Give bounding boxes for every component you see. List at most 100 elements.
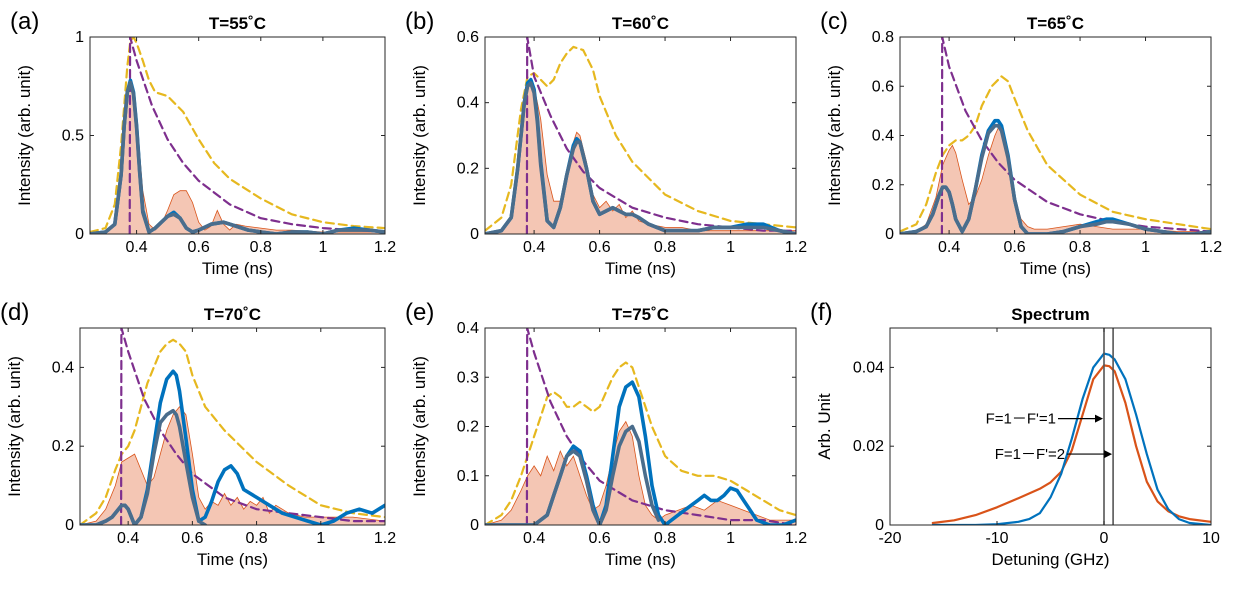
series-line-4: [485, 81, 796, 234]
x-tick-label: 0.4: [125, 239, 147, 256]
panel-title: T=60˚C: [612, 14, 669, 33]
x-tick-label: 1.2: [785, 530, 807, 547]
y-tick-label: 0.4: [872, 128, 894, 145]
y-tick-label: 1: [75, 29, 84, 46]
x-tick-label: -10: [985, 530, 1008, 547]
x-tick-label: 0.6: [188, 239, 210, 256]
y-tick-label: 0: [470, 226, 479, 243]
panel-title: T=55˚C: [209, 14, 266, 33]
series-line-4: [485, 424, 661, 525]
axes-frame: [484, 36, 797, 235]
y-axis-label: Intensity (arb. unit): [15, 65, 34, 206]
x-axis-label: Time (ns): [202, 259, 273, 278]
series-line-4: [90, 80, 385, 234]
plot-content: [900, 37, 1211, 234]
plot-content: [485, 328, 796, 525]
panel-title: T=75˚C: [612, 305, 669, 324]
y-tick-label: 0: [65, 517, 74, 534]
x-tick-label: 0.8: [654, 239, 676, 256]
x-tick-label: 0.8: [654, 530, 676, 547]
panel-1: 0.4 0.6 0.8 1 1.2 0 0.5 1 Time (ns) Intensity (ar…: [10, 8, 396, 278]
series-line-4: [80, 408, 207, 525]
x-tick-label: 10: [1202, 530, 1220, 547]
y-tick-label: 0.2: [457, 160, 479, 177]
x-tick-label: 0: [1100, 530, 1109, 547]
x-tick-label: 1.2: [785, 239, 807, 256]
y-axis-label: Arb. Unit: [815, 393, 834, 459]
plot-area: [890, 328, 1211, 525]
x-tick-label: 1: [1141, 239, 1150, 256]
plot-content: [90, 37, 385, 234]
x-tick-label: 1: [316, 530, 325, 547]
y-tick-label: 0: [885, 226, 894, 243]
y-axis-label: Intensity (arb. unit): [410, 65, 429, 206]
annotation-label: F=1－F'=1: [986, 411, 1056, 428]
y-tick-label: 0: [875, 517, 884, 534]
x-tick-label: 0.4: [117, 530, 139, 547]
x-axis-label: Time (ns): [1020, 259, 1091, 278]
axes-frame: [79, 327, 386, 526]
series-line-4: [900, 123, 1211, 234]
panel-5: 0.4 0.6 0.8 1 1.2 0 0.1 0.2 0.3 0.4 Time (ns) Inten…: [405, 299, 807, 569]
annotation-arrow-head: [1104, 450, 1113, 459]
y-tick-label: 0.8: [872, 29, 894, 46]
y-axis-label: Intensity (arb. unit): [825, 65, 844, 206]
y-tick-label: 0.2: [52, 438, 74, 455]
series-line-0: [931, 364, 1211, 525]
panel-letter: (d): [0, 299, 29, 326]
panel-3: 0.4 0.6 0.8 1 1.2 0 0.2 0.4 0.6 0.8 Time (ns) Inten…: [820, 8, 1222, 278]
annotation-label: F=1－F'=2: [995, 446, 1065, 463]
x-tick-label: 0.8: [1069, 239, 1091, 256]
y-tick-label: 0: [75, 226, 84, 243]
series-line-1: [90, 37, 385, 234]
series-line-2: [940, 37, 1211, 234]
x-tick-label: 0.8: [250, 239, 272, 256]
y-tick-label: 0.5: [62, 128, 84, 145]
annotation-arrow-head: [1095, 414, 1103, 423]
y-axis-label: Intensity (arb. unit): [410, 356, 429, 497]
series-line-1: [931, 352, 1211, 525]
panel-letter: (b): [405, 8, 434, 35]
panel-title: Spectrum: [1011, 305, 1089, 324]
x-tick-label: 1.2: [374, 530, 396, 547]
plot-content: [485, 37, 796, 234]
y-tick-label: 0.02: [853, 438, 884, 455]
y-tick-label: 0.4: [457, 320, 479, 337]
x-tick-label: -20: [878, 530, 901, 547]
x-axis-label: Time (ns): [605, 550, 676, 569]
panel-title: T=65˚C: [1027, 14, 1084, 33]
x-tick-label: 1: [318, 239, 327, 256]
plot-content: [931, 328, 1211, 525]
y-tick-label: 0.6: [457, 29, 479, 46]
panel-letter: (c): [820, 8, 848, 35]
x-tick-label: 0.6: [181, 530, 203, 547]
y-tick-label: 0: [470, 517, 479, 534]
x-tick-label: 0.6: [1003, 239, 1025, 256]
y-tick-label: 0.4: [52, 359, 74, 376]
panel-letter: (e): [405, 299, 434, 326]
series-line-1: [485, 361, 796, 525]
y-tick-label: 0.6: [872, 78, 894, 95]
series-line-2: [120, 328, 385, 525]
x-tick-label: 0.4: [523, 530, 545, 547]
x-tick-label: 0.8: [245, 530, 267, 547]
y-axis-label: Intensity (arb. unit): [5, 356, 24, 497]
series-line-1: [80, 338, 385, 525]
panel-2: 0.4 0.6 0.8 1 1.2 0 0.2 0.4 0.6 Time (ns) Intensit…: [405, 8, 807, 278]
series-line-1: [900, 75, 1211, 233]
x-tick-label: 1.2: [374, 239, 396, 256]
x-tick-label: 1: [726, 239, 735, 256]
y-tick-label: 0.2: [457, 419, 479, 436]
panel-letter: (f): [810, 299, 833, 326]
x-axis-label: Time (ns): [605, 259, 676, 278]
panel-6: -20 -10 0 10 0 0.02 0.04 Detuning (GHz) Arb. Uni…: [810, 299, 1220, 569]
y-tick-label: 0.3: [457, 369, 479, 386]
axes-frame: [889, 327, 1212, 526]
x-tick-label: 1.2: [1200, 239, 1222, 256]
x-tick-label: 0.6: [588, 530, 610, 547]
y-tick-label: 0.4: [457, 95, 479, 112]
x-tick-label: 0.6: [588, 239, 610, 256]
series-line-2: [525, 328, 796, 525]
plot-content: [80, 328, 385, 525]
y-tick-label: 0.04: [853, 359, 884, 376]
